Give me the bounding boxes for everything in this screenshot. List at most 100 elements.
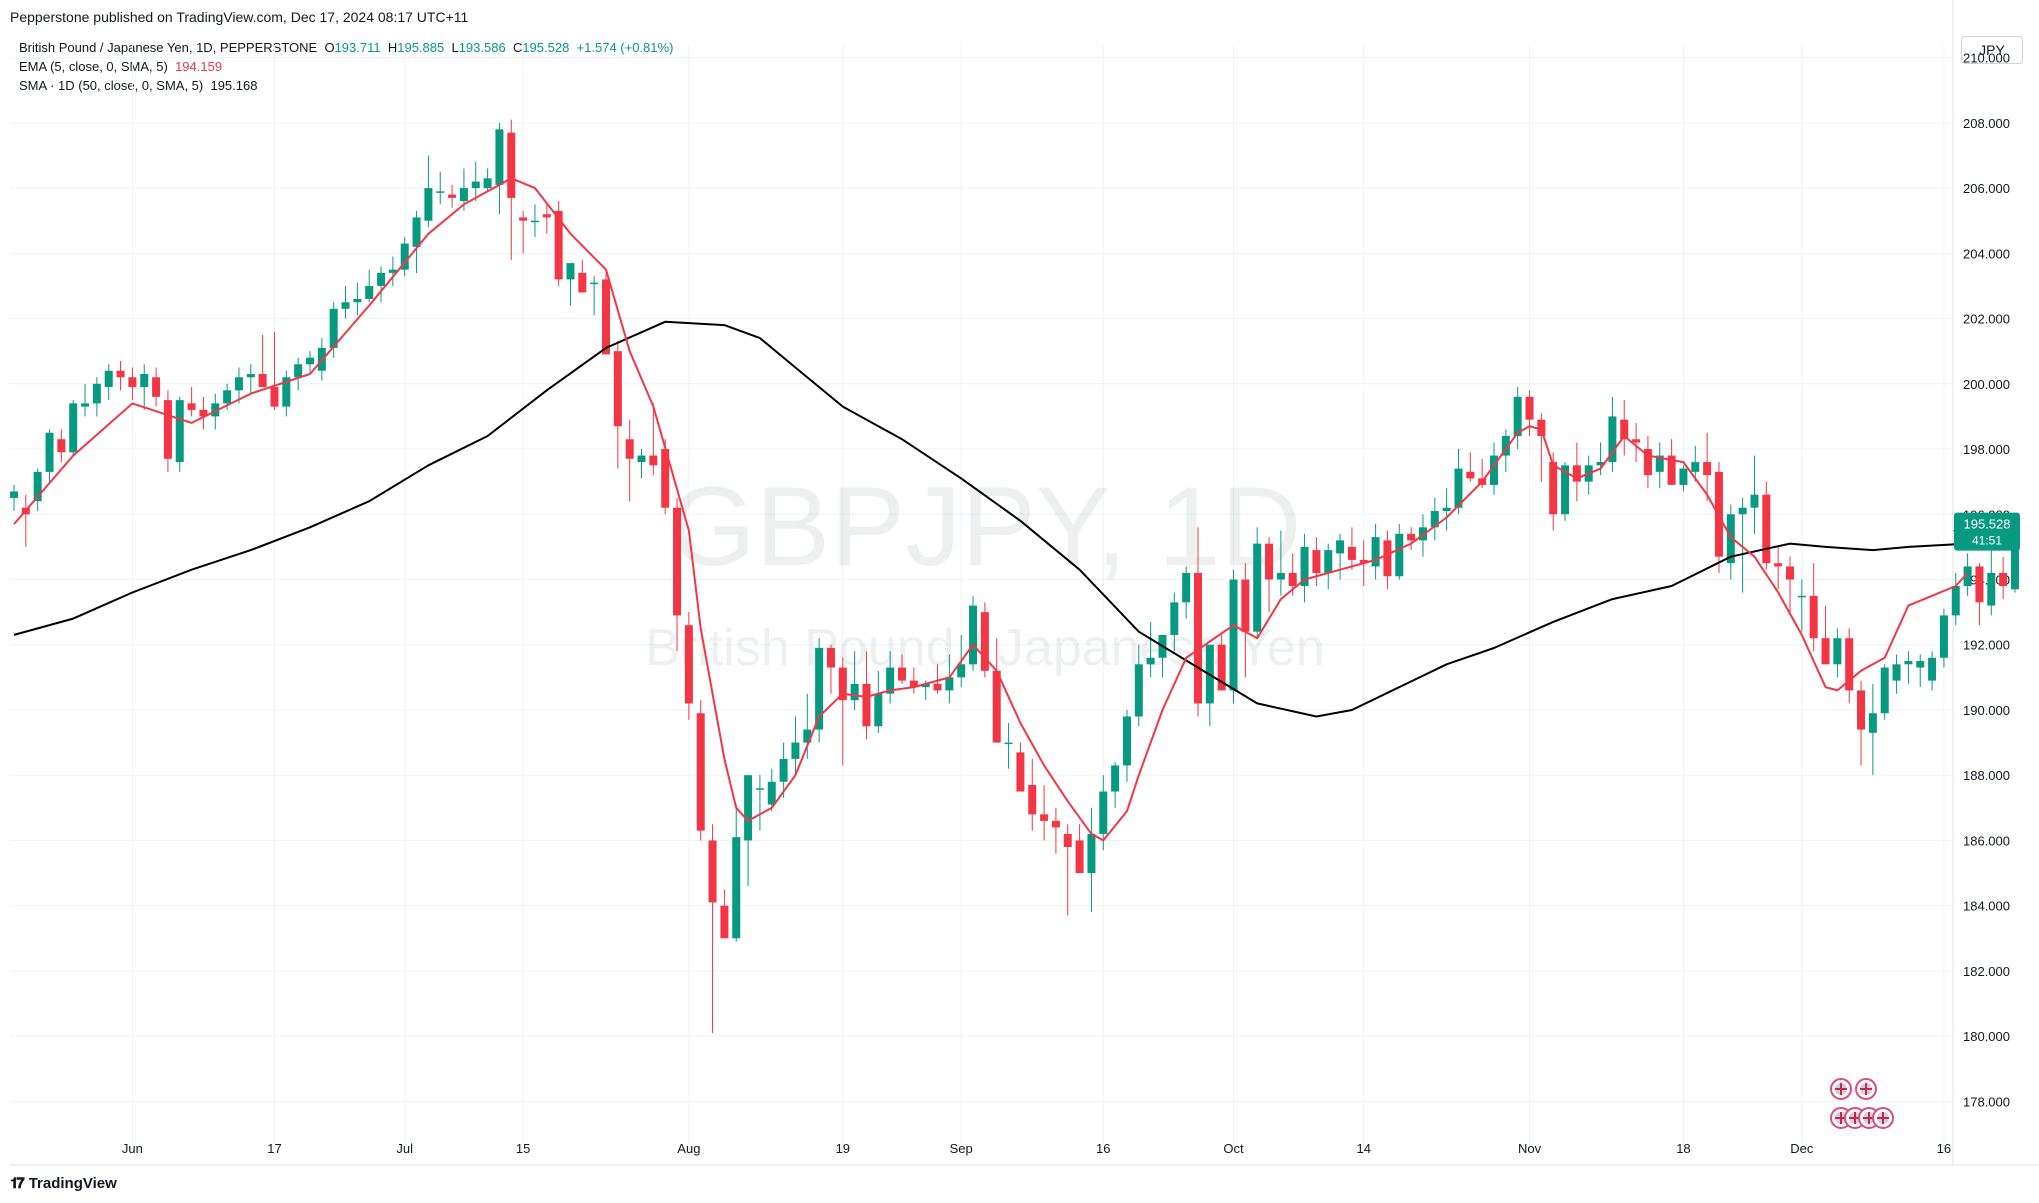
event-flags[interactable] <box>1830 1078 1894 1129</box>
candle-body <box>1797 595 1806 598</box>
y-tick-label: 210.000 <box>1963 51 2010 66</box>
candle-body <box>1880 667 1889 714</box>
low-label: L <box>451 40 459 55</box>
candle-body <box>980 612 989 671</box>
candle <box>1750 455 1759 534</box>
y-tick-label: 206.000 <box>1963 181 2010 196</box>
candle-body <box>424 188 433 221</box>
tradingview-brand[interactable]: 𝟏𝟕 TradingView <box>10 1175 117 1192</box>
candle <box>1182 566 1191 619</box>
candle <box>353 282 362 316</box>
open-value: 193.711 <box>334 40 381 55</box>
candle <box>779 742 788 799</box>
uk-flag-icon <box>1855 1078 1877 1100</box>
currency-button[interactable]: JPY <box>1961 36 2023 64</box>
last-price-box <box>1954 512 2020 551</box>
candle <box>483 168 492 192</box>
candle <box>815 638 824 743</box>
candle-body <box>187 403 196 410</box>
x-tick-label: 18 <box>1676 1141 1690 1156</box>
y-tick-label: 190.000 <box>1963 703 2010 718</box>
candle <box>1111 762 1120 808</box>
candle-body <box>921 683 930 688</box>
candle <box>306 351 314 375</box>
sma-label: SMA · 1D (50, close, 0, SMA, 5) <box>19 78 204 93</box>
candle-body <box>459 188 468 202</box>
candle <box>1703 432 1712 502</box>
ema-legend-row[interactable]: EMA (5, close, 0, SMA, 5) 194.159 <box>19 57 673 76</box>
candle <box>234 367 243 404</box>
x-tick-label: Jul <box>396 1141 413 1156</box>
candle <box>684 612 693 720</box>
candle <box>945 654 954 704</box>
candle-body <box>637 455 646 463</box>
candle-body <box>436 191 445 193</box>
candle-body <box>104 370 113 388</box>
x-tick-label: 19 <box>836 1141 850 1156</box>
candle-body <box>1182 572 1191 603</box>
candle-body <box>400 243 409 270</box>
candle-body <box>1703 462 1712 476</box>
candle-body <box>767 781 776 805</box>
candle-body <box>448 194 457 198</box>
candle-body <box>1312 550 1321 573</box>
candle <box>1229 569 1238 704</box>
candle <box>1951 572 1960 626</box>
candle <box>1537 413 1546 482</box>
candle <box>1040 784 1049 841</box>
sma-legend-row[interactable]: SMA · 1D (50, close, 0, SMA, 5) 195.168 <box>19 76 673 95</box>
candle <box>1324 543 1333 590</box>
y-tick-label: 194.000 <box>1963 573 2010 588</box>
candle <box>140 364 149 410</box>
candle <box>791 716 800 776</box>
x-tick-label: 16 <box>1937 1141 1951 1156</box>
candle-body <box>590 282 599 285</box>
candle-body <box>838 667 847 701</box>
candle-body <box>10 491 18 498</box>
candle-body <box>483 178 492 189</box>
candle <box>1738 497 1747 593</box>
candle <box>969 595 978 671</box>
candle <box>1762 481 1771 570</box>
candle-body <box>329 308 338 348</box>
candle <box>980 602 989 678</box>
candle <box>1051 807 1060 854</box>
candle <box>1679 465 1688 492</box>
candle <box>1797 579 1806 632</box>
candle-body <box>1821 638 1830 665</box>
candle-body <box>1596 462 1605 466</box>
tradingview-logo-icon: 𝟏𝟕 <box>10 1175 25 1192</box>
candle-body <box>862 683 871 727</box>
candle <box>850 651 859 710</box>
candle-body <box>1075 840 1084 874</box>
last-price-tag: 195.528 41:51 <box>1953 512 2020 551</box>
symbol-name: British Pound / Japanese Yen, 1D, PEPPER… <box>19 40 318 55</box>
candle <box>862 651 871 740</box>
candle-body <box>1466 471 1475 479</box>
candle <box>755 775 764 831</box>
candle <box>992 638 1001 743</box>
candle-body <box>81 403 90 407</box>
legend: British Pound / Japanese Yen, 1D, PEPPER… <box>19 38 673 95</box>
candle <box>1442 488 1451 531</box>
candle-body <box>341 302 350 309</box>
candle <box>1632 422 1641 463</box>
candle-body <box>673 507 682 616</box>
candle-body <box>1347 546 1356 560</box>
candle <box>448 184 457 208</box>
candle-body <box>471 181 480 189</box>
candle <box>116 360 125 391</box>
candle <box>1786 556 1794 616</box>
candle-body <box>826 647 835 668</box>
y-tick-label: 186.000 <box>1963 833 2010 848</box>
candle <box>1134 644 1143 727</box>
candle <box>1371 524 1380 580</box>
candle <box>1916 654 1925 688</box>
candle <box>1383 530 1392 590</box>
publisher-line: Pepperstone published on TradingView.com… <box>10 9 469 25</box>
candle-body <box>1501 435 1510 456</box>
candle-body <box>696 713 705 831</box>
candle-body <box>1253 543 1262 632</box>
candle <box>542 204 551 234</box>
